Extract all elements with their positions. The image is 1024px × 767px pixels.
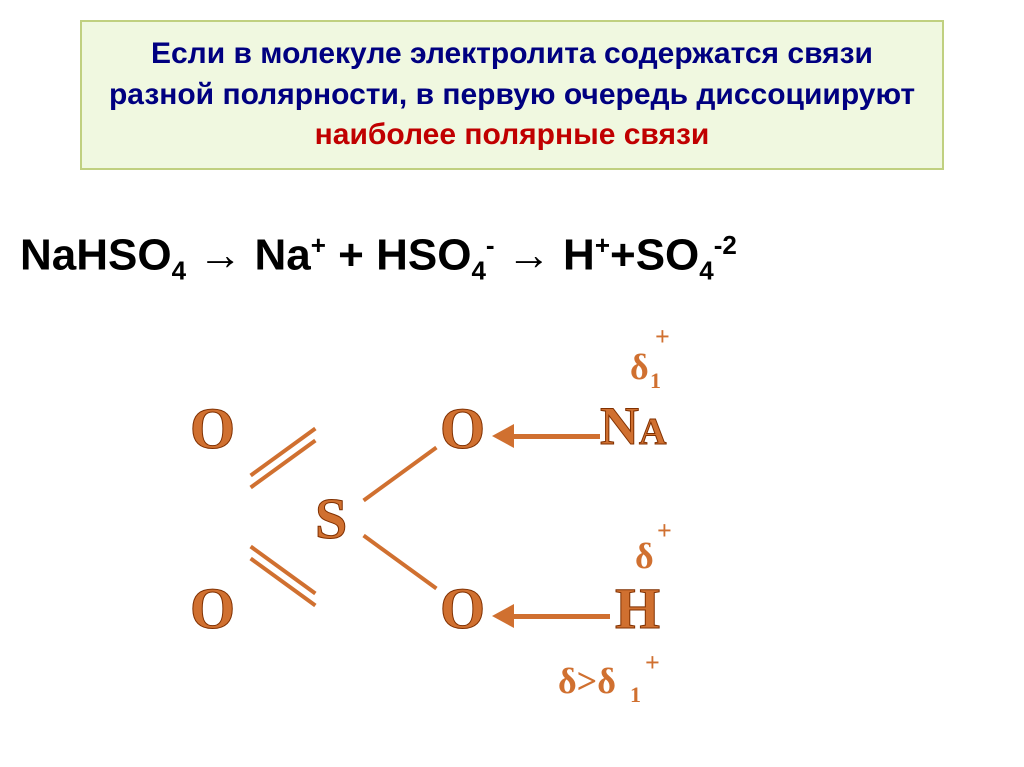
bond-o3-na [510,434,600,439]
title-highlight: наиболее полярные связи [315,118,710,151]
atom-o3: O [440,395,485,462]
bond-o4-h [510,614,610,619]
dissociation-equation: NaHSO4 → Na+ + HSO4- → H++SO4-2 [20,230,737,286]
bond-s-o4 [362,534,437,590]
charge-delta1: δ [630,346,649,388]
bond-s-o2-b [249,557,316,607]
atom-na: Na [600,395,666,457]
charge-plus-bot: + [645,648,660,678]
charge-delta1-sub: 1 [650,368,661,394]
atom-o4: O [440,575,485,642]
charge-delta2: δ [635,535,654,577]
atom-h: H [615,575,660,642]
bond-s-o2-a [249,545,316,595]
atom-s: S [315,485,347,552]
bond-s-o3 [362,446,437,502]
title-text: Если в молекуле электролита содержатся с… [102,34,922,156]
charge-plus-mid: + [657,516,672,546]
bond-s-o1-b [249,439,316,489]
bond-s-o1-a [249,427,316,477]
charge-delta-gt-sub: 1 [630,682,641,708]
molecular-structure: S O O O O Na H + δ 1 + δ δ>δ 1 + [130,330,730,760]
title-box: Если в молекуле электролита содержатся с… [80,20,944,170]
charge-plus-top: + [655,322,670,352]
atom-o1: O [190,395,235,462]
title-main: Если в молекуле электролита содержатся с… [109,37,915,111]
arrow-na-icon [492,424,514,448]
arrow-h-icon [492,604,514,628]
atom-o2: O [190,575,235,642]
charge-delta-gt: δ>δ [558,660,616,702]
